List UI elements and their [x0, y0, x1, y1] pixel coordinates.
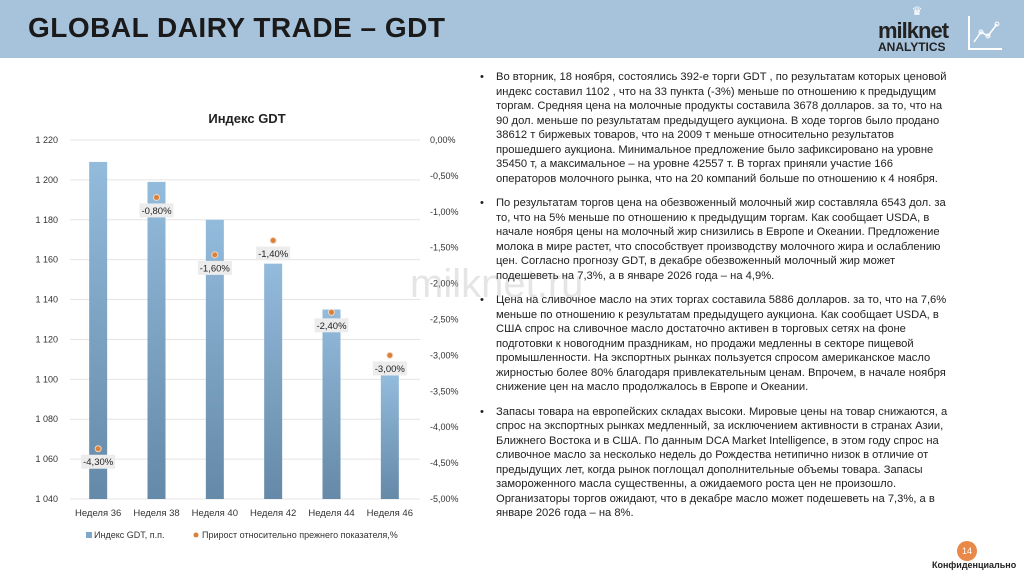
- data-label-bg: [139, 203, 174, 218]
- category-label: Неделя 42: [250, 508, 296, 519]
- right-tick-label: -2,50%: [430, 315, 459, 325]
- data-label: -2,40%: [316, 321, 347, 332]
- chart-title: Индекс GDT: [208, 111, 285, 126]
- data-point: [328, 308, 335, 316]
- data-point: [211, 251, 219, 259]
- data-label: -0,80%: [141, 206, 172, 217]
- header-bar: GLOBAL DAIRY TRADE – GDT ♛ milknet ANALY…: [0, 0, 1024, 58]
- data-point: [94, 445, 102, 453]
- left-tick-label: 1 100: [35, 374, 58, 384]
- bar: [380, 375, 399, 499]
- category-label: Неделя 40: [192, 508, 238, 519]
- line-chart-icon: [968, 16, 1002, 50]
- data-label-bg: [81, 454, 116, 469]
- right-tick-label: -0,50%: [430, 171, 459, 181]
- bullet-paragraph: Запасы товара на европейских складах выс…: [480, 405, 950, 521]
- data-label-bg: [197, 260, 232, 275]
- bar: [264, 263, 283, 499]
- category-label: Неделя 38: [133, 508, 179, 519]
- right-tick-label: -5,00%: [430, 494, 459, 504]
- bar: [89, 161, 108, 499]
- left-tick-label: 1 120: [35, 334, 58, 344]
- category-label: Неделя 36: [75, 508, 121, 519]
- data-label: -3,00%: [375, 364, 406, 375]
- category-label: Неделя 46: [367, 508, 413, 519]
- left-tick-label: 1 160: [35, 255, 58, 265]
- bullet-paragraph: Цена на сливочное масло на этих торгах с…: [480, 293, 950, 395]
- milk-splash-icon: ♛: [911, 4, 923, 18]
- left-tick-label: 1 180: [35, 215, 58, 225]
- bar: [147, 181, 166, 499]
- logo-subtext: ANALYTICS: [878, 40, 946, 54]
- legend-point-swatch: [193, 532, 199, 538]
- right-tick-label: -1,00%: [430, 207, 459, 217]
- left-tick-label: 1 040: [35, 494, 58, 504]
- left-tick-label: 1 060: [35, 454, 58, 464]
- confidential-label: Конфиденциально: [932, 560, 1017, 570]
- gdt-index-chart: Индекс GDT 1 040 1 060 1 080 1 100 1 120 1 140…: [35, 111, 459, 540]
- bullet-paragraph: По результатам торгов цена на обезвоженн…: [480, 196, 950, 283]
- right-tick-label: 0,00%: [430, 135, 456, 145]
- data-label: -1,60%: [200, 263, 231, 274]
- left-tick-label: 1 220: [35, 135, 58, 145]
- right-tick-label: -4,50%: [430, 458, 459, 468]
- right-tick-label: -2,00%: [430, 279, 459, 289]
- legend-bar-label: Индекс GDT, п.п.: [94, 530, 164, 540]
- data-label-bg: [372, 361, 407, 376]
- left-tick-label: 1 140: [35, 295, 58, 305]
- right-tick-label: -4,00%: [430, 422, 459, 432]
- page-title: GLOBAL DAIRY TRADE – GDT: [28, 12, 446, 43]
- bar: [205, 219, 224, 499]
- data-point: [153, 193, 160, 201]
- data-label: -1,40%: [258, 249, 289, 260]
- data-point: [386, 351, 394, 359]
- page-number: 14: [957, 541, 977, 561]
- right-tick-label: -1,50%: [430, 243, 459, 253]
- logo-text: milknet: [878, 18, 949, 43]
- right-tick-label: -3,50%: [430, 386, 459, 396]
- data-label-bg: [256, 246, 291, 261]
- data-label: -4,30%: [83, 457, 114, 468]
- data-label-bg: [314, 318, 349, 333]
- right-tick-label: -3,00%: [430, 350, 459, 360]
- left-tick-label: 1 080: [35, 414, 58, 424]
- bar: [322, 309, 341, 499]
- bullet-paragraph: Во вторник, 18 ноября, состоялись 392-е …: [480, 70, 950, 186]
- milknet-logo: ♛ milknet ANALYTICS: [878, 4, 958, 54]
- category-label: Неделя 44: [308, 508, 354, 519]
- left-tick-label: 1 200: [35, 175, 58, 185]
- commentary: Во вторник, 18 ноября, состоялись 392-е …: [480, 70, 950, 531]
- legend-bar-swatch: [86, 532, 92, 538]
- legend-point-label: Прирост относительно прежнего показателя…: [202, 530, 398, 540]
- data-point: [269, 237, 277, 245]
